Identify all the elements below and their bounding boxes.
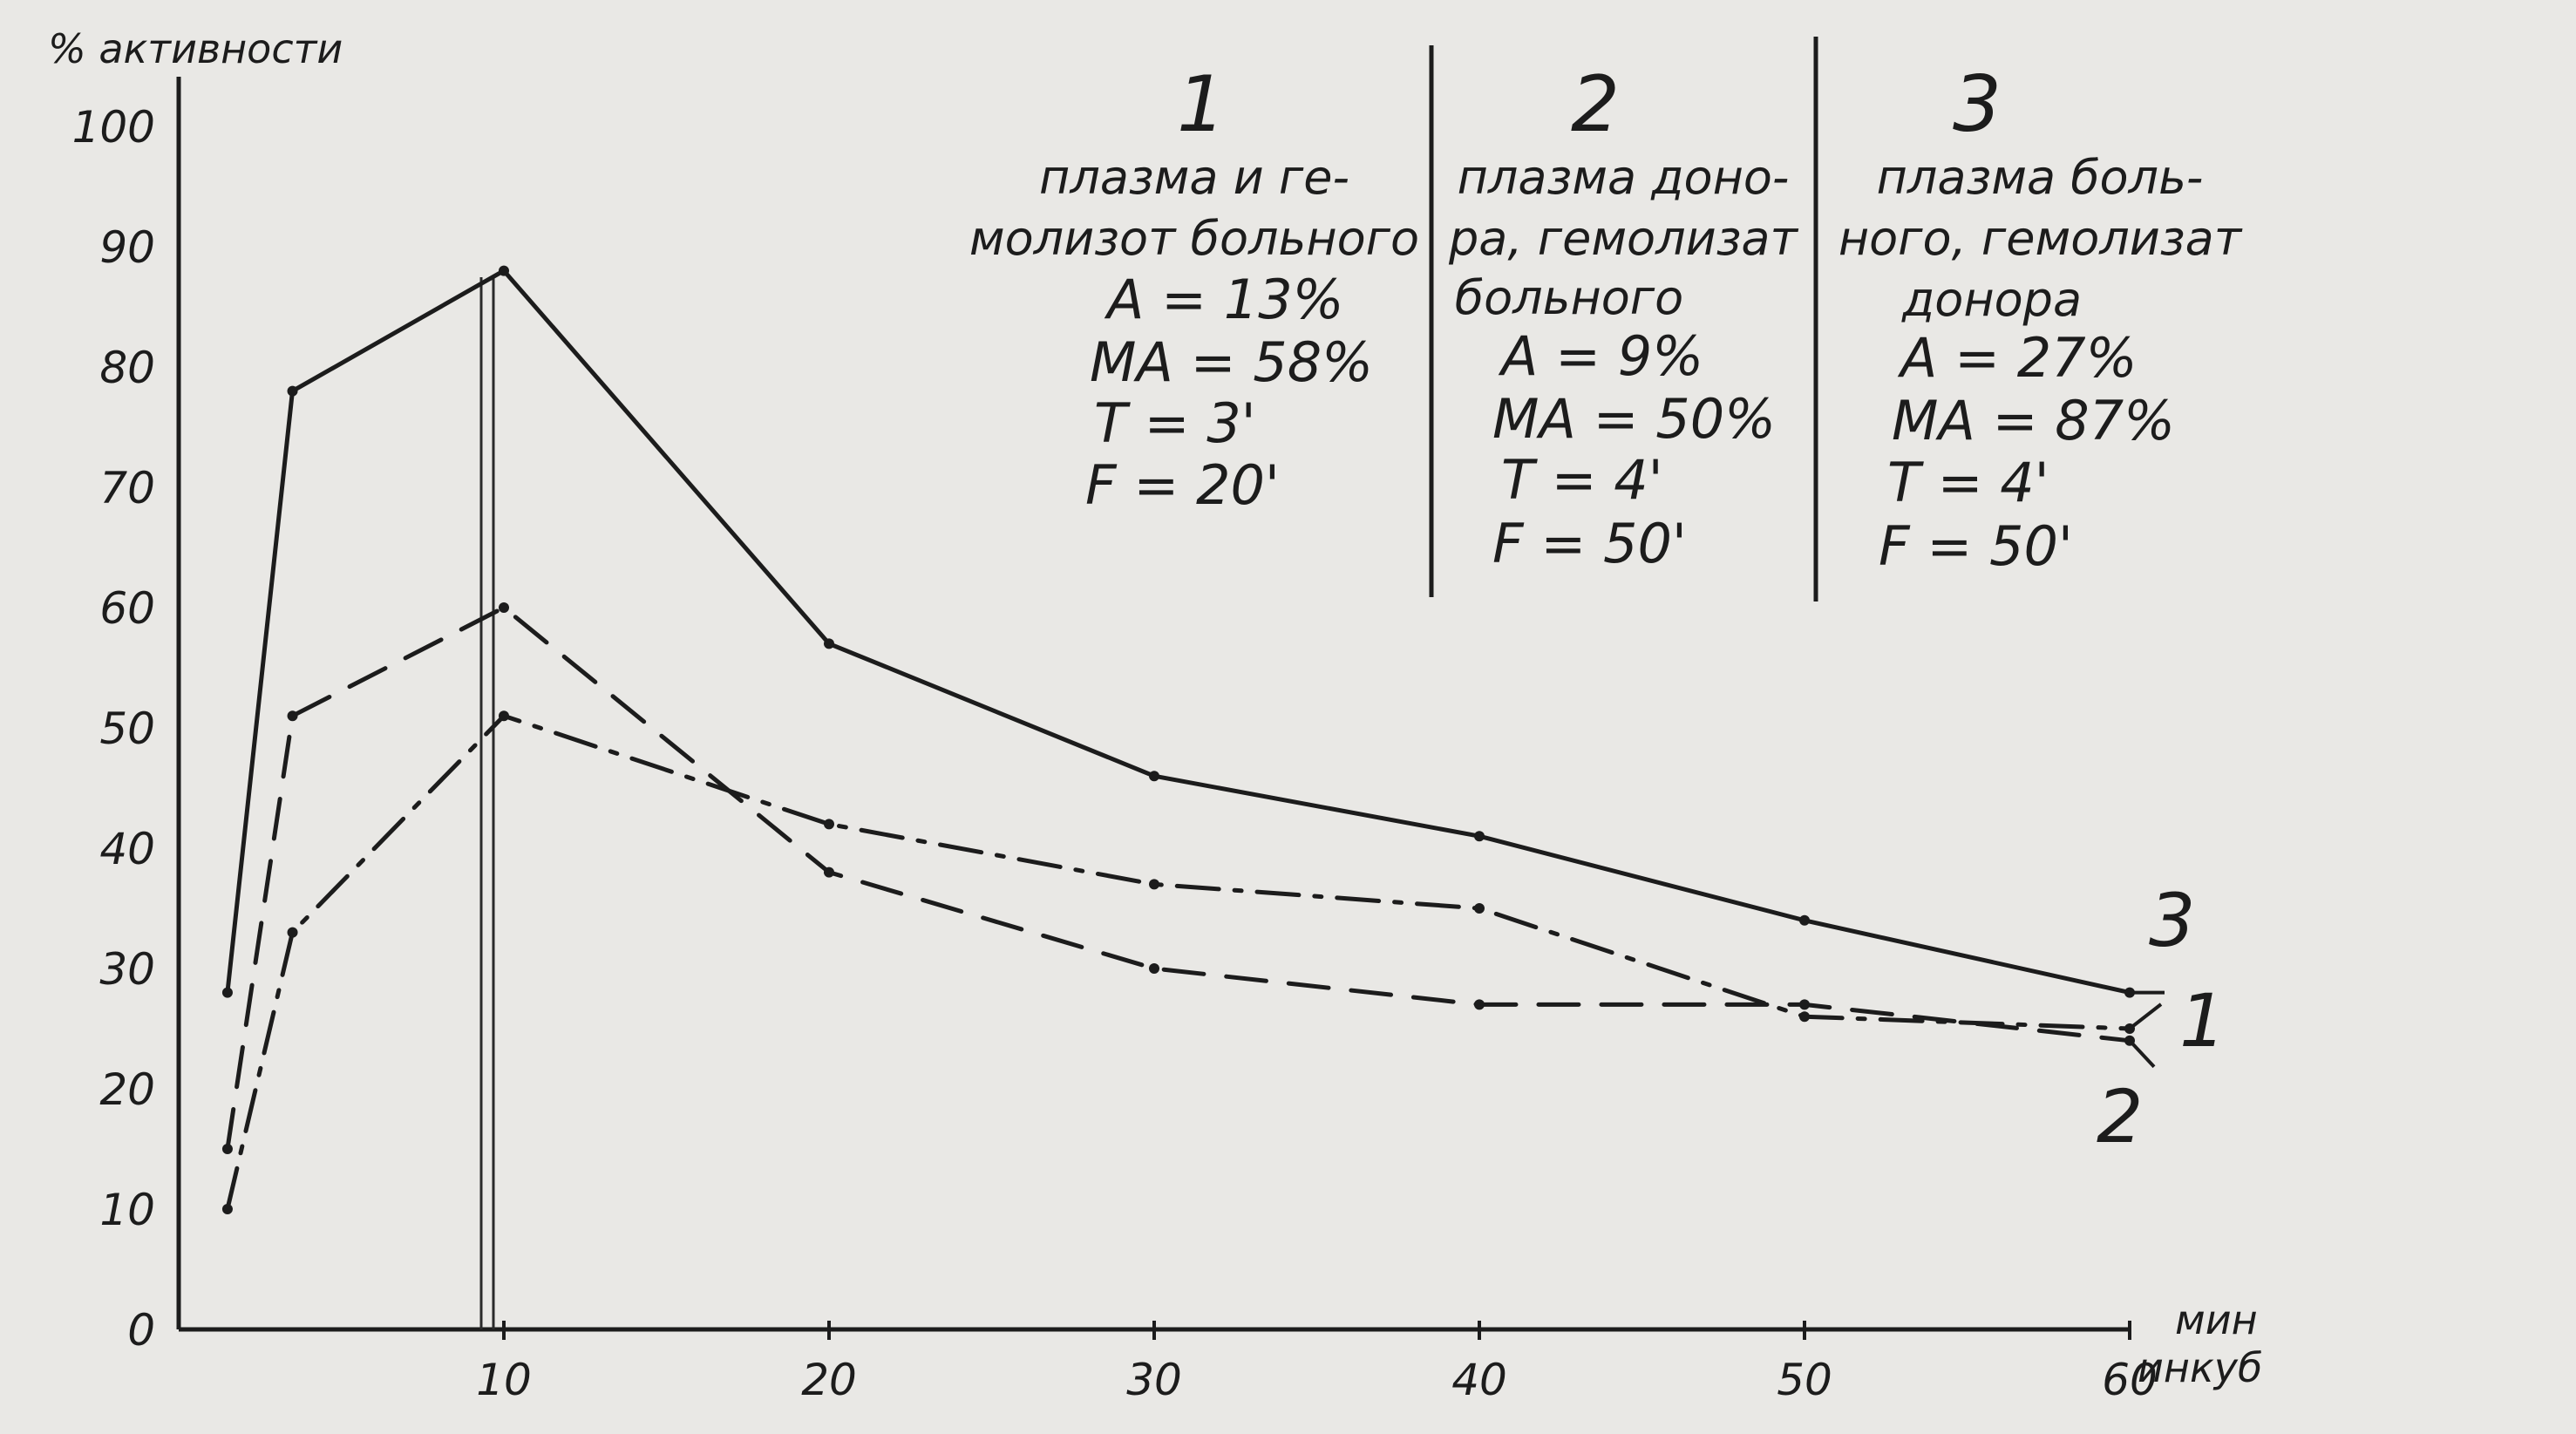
y-tick-label: 20 <box>99 1064 155 1115</box>
series-1-point <box>824 638 834 649</box>
series-lines <box>221 265 2135 1214</box>
y-tick-label: 50 <box>99 703 155 754</box>
legend-2-param-ma: MA = 50% <box>1492 387 1776 451</box>
series-line-2 <box>225 605 2132 1152</box>
series-3-point <box>1474 903 1485 914</box>
series-3-leader <box>2128 1002 2163 1030</box>
series-2-point <box>221 1144 233 1154</box>
legend-block-2: 2 плазма доно- ра, гемолизат больного A … <box>1448 59 1798 575</box>
x-tick-label: 30 <box>1126 1355 1182 1405</box>
series-1-point <box>499 265 509 276</box>
series-line-3 <box>225 713 2132 1212</box>
ticks: 0 10 20 30 40 50 60 70 80 90 100 10 20 30 40 50 60 <box>72 102 2158 1405</box>
legend-1-line-1: плазма и ге- <box>1039 150 1349 205</box>
series-line-1 <box>225 268 2132 996</box>
legend-1-param-f: F = 20' <box>1085 453 1280 517</box>
legend-block-3: 3 плазма боль- ного, гемолизат донора A … <box>1839 59 2243 578</box>
x-tick-label: 50 <box>1777 1355 1832 1405</box>
legend-2-line-2: ра, гемолизат <box>1448 211 1798 266</box>
x-axis-unit-bottom: инкуб <box>2138 1344 2262 1391</box>
legend-3-param-a: A = 27% <box>1897 326 2138 390</box>
series-3-end-label: 3 <box>2149 878 2195 963</box>
legend-2-param-f: F = 50' <box>1492 512 1687 575</box>
series-3-point <box>287 927 298 938</box>
legend-2-line-3: больного <box>1455 270 1683 325</box>
y-tick-label: 30 <box>99 944 155 995</box>
series-2-leader <box>2128 1039 2156 1069</box>
series-1-point <box>221 987 233 998</box>
y-tick-label: 70 <box>99 463 155 513</box>
legend-2-number: 2 <box>1571 59 1620 149</box>
series-3-point <box>1149 879 1159 890</box>
series-2-point <box>287 710 298 722</box>
legend-1-number: 1 <box>1177 59 1226 149</box>
x-tick-label: 20 <box>801 1355 857 1405</box>
x-tick-label: 40 <box>1451 1355 1507 1405</box>
legend-3-line-2: ного, гемолизат <box>1839 211 2243 266</box>
y-tick-label: 10 <box>99 1185 155 1235</box>
series-3-point <box>221 1204 233 1214</box>
legend-3-param-t: T = 4' <box>1887 451 2049 514</box>
y-tick-label: 40 <box>99 824 155 874</box>
series-1-point <box>1474 831 1485 842</box>
series-2-point <box>499 602 509 613</box>
series-1-end-label: 1 <box>2179 978 2226 1064</box>
series-2-point <box>824 867 834 878</box>
series-1-point <box>287 385 298 397</box>
y-tick-label: 100 <box>72 102 155 153</box>
x-tick-label: 60 <box>2102 1355 2158 1405</box>
legend-1-param-a: A = 13% <box>1104 268 1344 331</box>
series-1-point <box>1799 914 1810 926</box>
legend-1-line-2: молизот больного <box>969 211 1419 266</box>
legend-3-number: 3 <box>1953 59 2002 149</box>
legend-1-param-t: T = 3' <box>1094 391 1256 455</box>
series-3-point <box>824 819 834 830</box>
legend-2-line-1: плазма доно- <box>1458 150 1790 205</box>
legend-block-1: 1 плазма и ге- молизот больного A = 13% … <box>969 59 1419 517</box>
series-end-labels: 3 12 <box>2097 878 2226 1159</box>
x-axis-unit-top: мин <box>2175 1296 2258 1343</box>
y-tick-label: 60 <box>99 583 155 634</box>
series-1-point <box>1149 771 1159 782</box>
series-2-end-label: 2 <box>2097 1074 2143 1159</box>
legend-2-param-a: A = 9% <box>1498 324 1703 388</box>
legend-3-line-1: плазма боль- <box>1877 150 2204 205</box>
series-2-point <box>1474 999 1485 1010</box>
series-2-point <box>1149 963 1159 974</box>
series-2-point <box>1799 999 1810 1010</box>
y-tick-label: 80 <box>99 343 155 393</box>
legend-3-param-ma: MA = 87% <box>1892 389 2175 452</box>
legend-3-line-3: донора <box>1901 272 2082 327</box>
legend-2-param-t: T = 4' <box>1501 448 1663 512</box>
y-tick-label: 90 <box>99 222 155 273</box>
y-tick-label: 0 <box>127 1305 155 1356</box>
y-axis-title: % активности <box>48 25 343 72</box>
legend-1-param-ma: MA = 58% <box>1090 330 1373 394</box>
x-tick-label: 10 <box>476 1355 532 1405</box>
series-3-point <box>1799 1011 1810 1023</box>
legend-3-param-f: F = 50' <box>1879 514 2073 578</box>
series-3-point <box>499 710 509 722</box>
